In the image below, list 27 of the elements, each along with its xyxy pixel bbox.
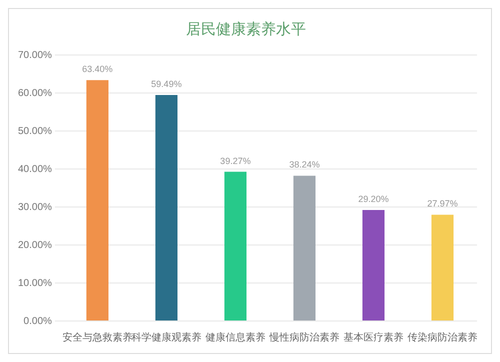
y-tick-label: 0.00% (24, 316, 52, 327)
bar (431, 214, 454, 320)
x-tick-label: 传染病防治素养 (407, 332, 478, 344)
bar (293, 176, 316, 320)
y-tick-label: 40.00% (18, 164, 52, 175)
y-tick-label: 60.00% (18, 88, 52, 99)
x-tick-label: 科学健康观素养 (131, 332, 202, 344)
x-tick-label: 安全与急救素养 (62, 332, 132, 344)
y-tick-label: 30.00% (18, 202, 52, 213)
y-tick-label: 50.00% (18, 126, 52, 137)
bar (224, 172, 246, 320)
data-label: 38.24% (289, 160, 320, 170)
x-tick-label: 基本医疗素养 (343, 332, 404, 344)
bar (155, 94, 178, 320)
y-tick-label: 20.00% (18, 240, 52, 251)
bar (86, 80, 108, 320)
x-tick-label: 健康信息素养 (205, 332, 266, 344)
data-label: 27.97% (427, 198, 458, 209)
data-label: 29.20% (358, 194, 389, 204)
data-label: 59.49% (151, 78, 182, 89)
x-tick-label: 慢性病防治素养 (268, 332, 340, 344)
chart-title: 居民健康素养水平 (186, 20, 306, 38)
y-tick-label: 70.00% (18, 50, 52, 61)
y-tick-label: 10.00% (18, 278, 52, 289)
data-label: 39.27% (220, 156, 251, 166)
data-label: 63.40% (82, 64, 113, 74)
bar (362, 210, 385, 320)
